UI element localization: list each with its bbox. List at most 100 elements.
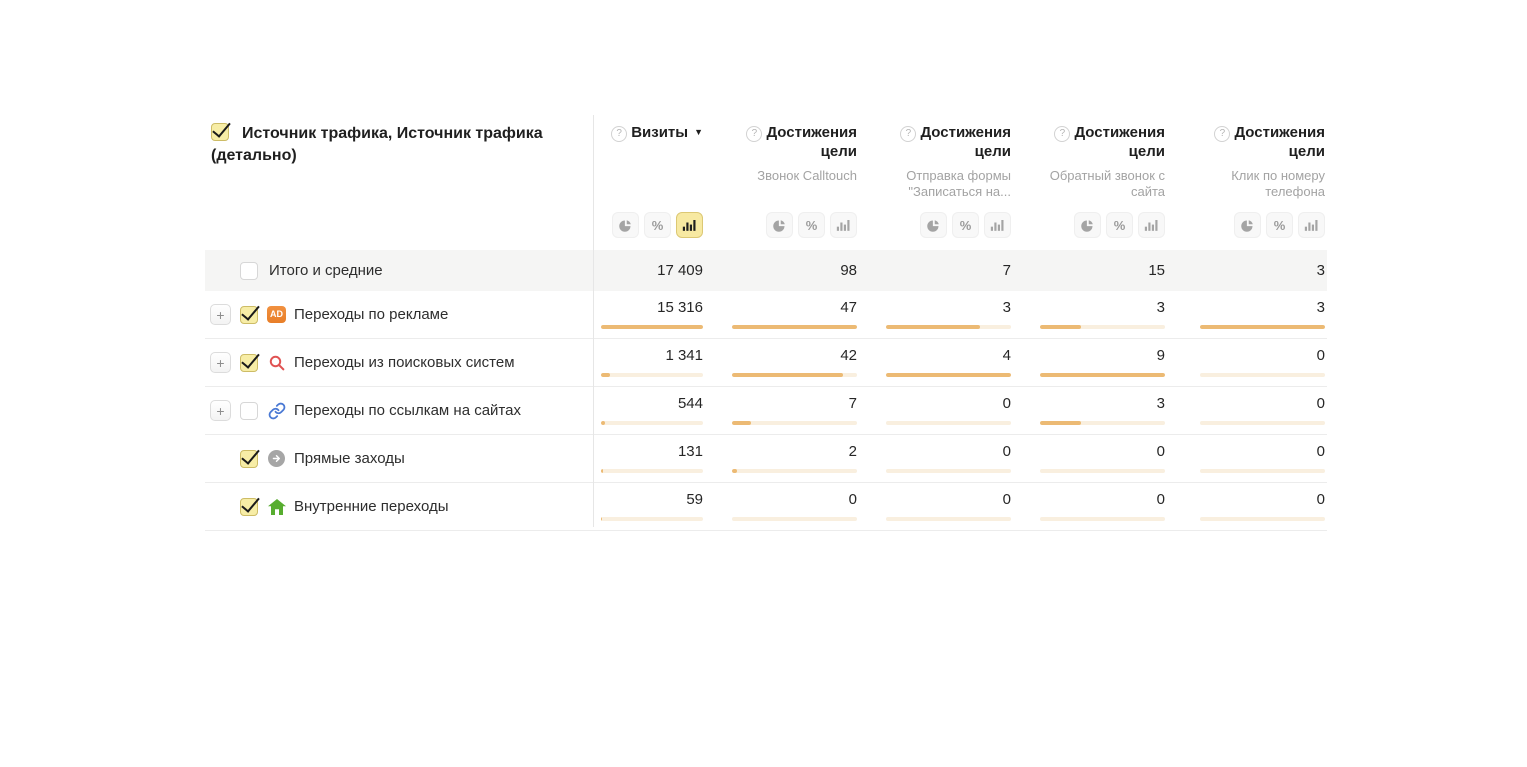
help-icon[interactable]: ? [746,126,763,142]
row-label[interactable]: Переходы из поисковых систем [294,354,515,371]
cell-value: 3 [1156,395,1165,412]
value-bar [732,469,857,473]
cell-value: 59 [686,491,703,508]
cell-value: 9 [1156,347,1165,364]
pie-chart-icon [1081,219,1093,232]
help-icon[interactable]: ? [611,126,628,142]
cell-value: 2 [848,443,857,460]
goal-name: Звонок Calltouch [757,168,857,183]
bars-view-button[interactable] [1298,212,1325,238]
cell-value: 0 [1002,395,1011,412]
totals-checkbox[interactable] [240,261,258,280]
pie-view-button[interactable] [920,212,947,238]
value-bar [601,373,703,377]
row-label[interactable]: Внутренние переходы [294,498,449,515]
bars-view-button[interactable] [676,212,703,238]
row-name-cell: + Переходы из поисковых систем [205,339,593,386]
bar-chart-icon [1304,220,1318,231]
expand-button[interactable]: + [210,304,231,325]
metric-header-goal-1: ? Достижения цели Звонок Calltouch % [705,115,859,250]
value-bar [1040,421,1165,425]
row-name-cell: Внутренние переходы [205,483,593,530]
cell-value: 4 [1002,347,1011,364]
table-row: + Переходы из поисковых систем 1 341 42 … [205,339,1327,387]
value-bar [732,517,857,521]
percent-view-button[interactable]: % [1106,212,1133,238]
table-row: + AD Переходы по рекламе 15 316 47 3 3 3 [205,291,1327,339]
value-bar [1040,373,1165,377]
value-bar [886,517,1011,521]
value-bar [732,421,857,425]
expand-button[interactable]: + [210,400,231,421]
value-bar [1040,517,1165,521]
dimension-title: Источник трафика, Источник трафика (дета… [211,125,543,164]
view-toggle-group: % [1234,212,1325,238]
row-label[interactable]: Переходы по ссылкам на сайтах [294,402,521,419]
cell-value: 0 [1002,491,1011,508]
totals-label: Итого и средние [269,262,383,279]
value-bar [1200,517,1325,521]
value-bar [1040,469,1165,473]
metric-header-visits: ? Визиты ▼ % [593,115,705,250]
row-checkbox[interactable] [240,305,258,324]
goal-name: Отправка формы "Записаться на... [906,168,1011,199]
pie-view-button[interactable] [766,212,793,238]
value-bar [886,469,1011,473]
cell-value: 0 [1316,347,1325,364]
pie-view-button[interactable] [1074,212,1101,238]
cell-value: 0 [1316,395,1325,412]
cell-value: 47 [840,299,857,316]
cell-value: 7 [848,395,857,412]
row-checkbox[interactable] [240,497,258,516]
totals-value: 7 [1002,262,1011,279]
cell-value: 0 [1316,491,1325,508]
help-icon[interactable]: ? [1054,126,1071,142]
bars-view-button[interactable] [984,212,1011,238]
expand-button[interactable]: + [210,352,231,373]
row-label[interactable]: Переходы по рекламе [294,306,449,323]
bar-chart-icon [836,220,850,231]
select-all-checkbox[interactable] [211,123,229,141]
cell-value: 131 [677,443,703,460]
row-checkbox[interactable] [240,401,258,420]
percent-view-button[interactable]: % [1266,212,1293,238]
value-bar [601,421,703,425]
table-row: Прямые заходы 131 2 0 0 0 [205,435,1327,483]
totals-value: 98 [840,262,857,279]
traffic-sources-report-table: Источник трафика, Источник трафика (дета… [205,115,1327,531]
bar-chart-icon [990,220,1004,231]
value-bar [601,325,703,329]
cell-value: 0 [1316,443,1325,460]
cell-value: 3 [1156,299,1165,316]
metric-title: ? Достижения цели [739,123,857,161]
direct-arrow-icon [268,450,285,467]
percent-view-button[interactable]: % [798,212,825,238]
table-row: Внутренние переходы 59 0 0 0 0 [205,483,1327,531]
bars-view-button[interactable] [1138,212,1165,238]
bar-chart-icon [1144,220,1158,231]
sort-desc-icon[interactable]: ▼ [694,127,703,137]
row-label[interactable]: Прямые заходы [294,450,405,467]
pie-view-button[interactable] [612,212,639,238]
row-name-cell: + Переходы по ссылкам на сайтах [205,387,593,434]
totals-value: 17 409 [657,262,703,279]
pie-view-button[interactable] [1234,212,1261,238]
metric-header-goal-4: ? Достижения цели Клик по номеру телефона… [1167,115,1327,250]
bars-view-button[interactable] [830,212,857,238]
pie-chart-icon [773,219,785,232]
view-toggle-group: % [612,212,703,238]
value-bar [601,469,703,473]
row-checkbox[interactable] [240,449,258,468]
row-checkbox[interactable] [240,353,258,372]
percent-view-button[interactable]: % [952,212,979,238]
value-bar [886,373,1011,377]
cell-value: 0 [1156,491,1165,508]
value-bar [1200,373,1325,377]
value-bar [886,325,1011,329]
goal-name: Обратный звонок с сайта [1049,168,1165,199]
help-icon[interactable]: ? [900,126,917,142]
dimension-header-cell: Источник трафика, Источник трафика (дета… [205,115,593,250]
percent-view-button[interactable]: % [644,212,671,238]
help-icon[interactable]: ? [1214,126,1231,142]
value-bar [1040,325,1165,329]
